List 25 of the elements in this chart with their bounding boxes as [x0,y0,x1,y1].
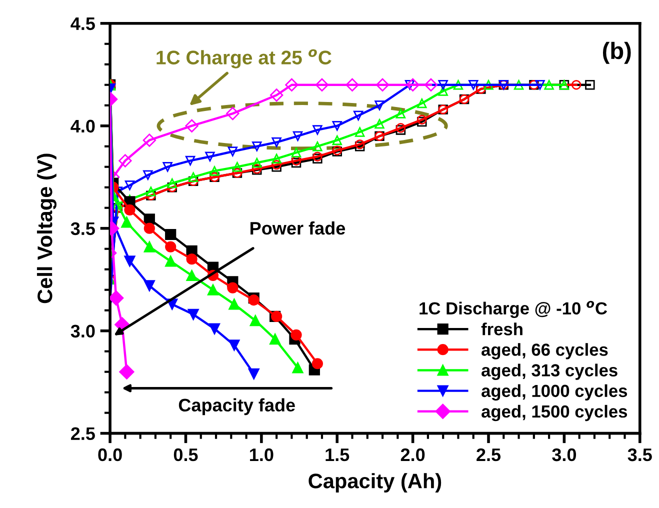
y-axis-title: Cell Voltage (V) [36,154,56,304]
annotation: Capacity fade [178,398,295,416]
x-tick-label: 0.0 [98,448,122,462]
x-tick-label: 1.5 [326,448,350,462]
legend-label: aged, 1500 cycles [482,404,628,422]
x-tick-label: 1.0 [250,448,274,462]
legend-label: aged, 1000 cycles [482,384,628,401]
x-tick-label: 3.0 [552,448,576,462]
legend-title: 1C Discharge @ -10 $^{o}$C [420,300,608,318]
x-tick-label: 2.0 [400,448,425,462]
x-tick-label: 3.5 [628,448,652,462]
legend-label: aged, 66 cycles [482,343,608,360]
annotation: Power fade [250,221,346,235]
legend-label: aged, 313 cycles [482,364,618,380]
x-tick-label: 0.5 [174,448,198,462]
x-axis-title: Capacity (Ah) [308,473,442,492]
y-tick-label: 4.0 [70,120,95,133]
y-tick-label: 3.0 [70,324,95,338]
x-tick-label: 2.5 [476,448,501,462]
legend-label: fresh [481,322,522,336]
y-tick-label: 3.5 [70,222,95,236]
annotation: 1C Charge at 25 $^{o}$C [156,49,332,68]
annotation: (b) [602,42,631,64]
y-tick-label: 2.5 [71,427,95,440]
y-tick-label: 4.5 [70,17,95,30]
